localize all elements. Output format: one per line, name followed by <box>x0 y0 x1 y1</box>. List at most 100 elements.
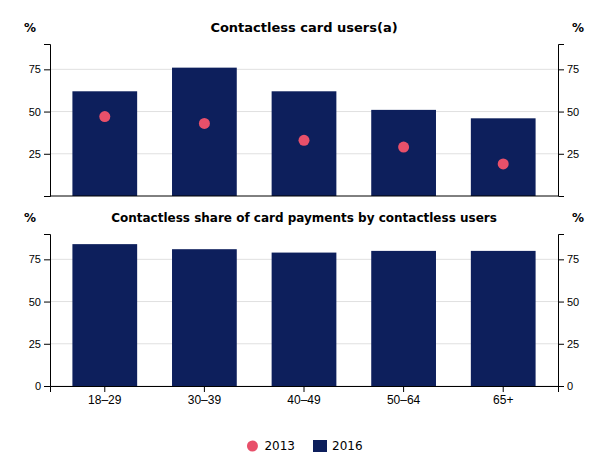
tick-mark <box>44 302 50 303</box>
chart: 255075255075%%Contactless card users(a)2… <box>0 0 608 470</box>
point <box>398 142 409 153</box>
y-axis: 0 25 50 75 <box>558 235 579 393</box>
tick-label: 75 <box>567 63 579 75</box>
tick: 25 <box>558 148 579 160</box>
tick: 25 <box>29 338 50 350</box>
tick-mark <box>204 386 205 392</box>
y-axis: 0 25 50 75 <box>29 235 51 393</box>
axis-label: % <box>572 211 584 225</box>
tick-label: 50 <box>567 106 579 118</box>
tick-label: 65+ <box>493 393 513 407</box>
tick-label: 50 <box>567 296 579 308</box>
point <box>498 158 509 169</box>
bar <box>72 91 137 196</box>
tick: 75 <box>29 253 50 265</box>
tick-mark <box>403 386 404 392</box>
tick-mark <box>558 302 564 303</box>
tick-mark <box>44 69 50 70</box>
tick-label: 50 <box>29 296 41 308</box>
tick: 40–49 <box>287 386 321 407</box>
tick-label: 25 <box>29 148 41 160</box>
tick-label: 75 <box>567 253 579 265</box>
tick-label: 50 <box>29 106 41 118</box>
axis-line <box>559 45 565 197</box>
legend-item: 2016 <box>313 439 363 453</box>
tick: 50 <box>558 296 579 308</box>
tick-label: 25 <box>567 338 579 350</box>
bar <box>172 249 237 386</box>
tick-label: 25 <box>29 338 41 350</box>
tick: 0 <box>558 380 573 392</box>
legend-label: 2016 <box>332 439 363 453</box>
tick-mark <box>44 344 50 345</box>
title: Contactless card users(a) <box>210 20 397 35</box>
bar <box>272 253 337 386</box>
axis-line <box>51 387 559 393</box>
legend-item: 2013 <box>247 439 295 453</box>
marks <box>72 244 535 386</box>
grid-line <box>50 69 558 70</box>
tick-label: 25 <box>567 148 579 160</box>
tick: 75 <box>558 253 579 265</box>
legend-label: 2013 <box>264 439 295 453</box>
tick-mark <box>44 259 50 260</box>
tick-label: 18–29 <box>88 393 122 407</box>
tick-mark <box>558 386 564 387</box>
axis-label: % <box>24 21 36 35</box>
axis-line <box>44 235 51 387</box>
title: Contactless share of card payments by co… <box>111 211 497 225</box>
tick-mark <box>558 154 564 155</box>
tick: 25 <box>29 148 50 160</box>
tick-mark <box>503 386 504 392</box>
legend: 2013 2016 <box>247 439 363 453</box>
tick: 18–29 <box>88 386 122 407</box>
tick-mark <box>558 69 564 70</box>
series <box>72 68 535 196</box>
tick: 0 <box>35 380 50 392</box>
tick: 50–64 <box>387 386 421 407</box>
legend-swatch <box>247 441 258 452</box>
tick-label: 40–49 <box>287 393 321 407</box>
panel: 25 50 75 25 50 75%% Contactless card users(a) <box>24 20 584 197</box>
tick: 50 <box>29 106 50 118</box>
tick: 30–39 <box>188 386 222 407</box>
tick: 75 <box>29 63 50 75</box>
axis-line <box>559 235 565 387</box>
tick-label: 75 <box>29 63 41 75</box>
tick: 65+ <box>493 386 513 407</box>
axis-label: % <box>572 21 584 35</box>
marks <box>72 68 535 196</box>
bar <box>272 91 337 196</box>
bar <box>72 244 137 386</box>
tick-label: 50–64 <box>387 393 421 407</box>
y-axis: 25 50 75 <box>29 45 51 197</box>
tick-mark <box>44 386 50 387</box>
y-axis: 25 50 75 <box>558 45 579 197</box>
axis-line <box>50 196 558 197</box>
tick-label: 0 <box>567 380 573 392</box>
legend-swatch <box>313 440 327 452</box>
axis-line <box>44 45 51 197</box>
tick-mark <box>44 112 50 113</box>
bar <box>371 251 436 386</box>
tick-mark <box>304 386 305 392</box>
tick-label: 30–39 <box>188 393 222 407</box>
bar <box>471 118 536 196</box>
axis-label: % <box>24 211 36 225</box>
tick-mark <box>558 344 564 345</box>
panel: 18–29 30–39 40–49 50–64 65+ 0 25 50 75 0 25 50 75%% C… <box>24 211 584 407</box>
series <box>99 111 508 169</box>
tick-mark <box>558 259 564 260</box>
bar <box>172 68 237 196</box>
series <box>72 244 535 386</box>
tick: 75 <box>558 63 579 75</box>
tick-mark <box>558 112 564 113</box>
tick: 25 <box>558 338 579 350</box>
tick: 50 <box>558 106 579 118</box>
bar <box>371 110 436 196</box>
bar <box>471 251 536 386</box>
tick-label: 75 <box>29 253 41 265</box>
point <box>99 111 110 122</box>
x-axis: 18–29 30–39 40–49 50–64 65+ <box>51 386 559 407</box>
tick-label: 0 <box>35 380 41 392</box>
